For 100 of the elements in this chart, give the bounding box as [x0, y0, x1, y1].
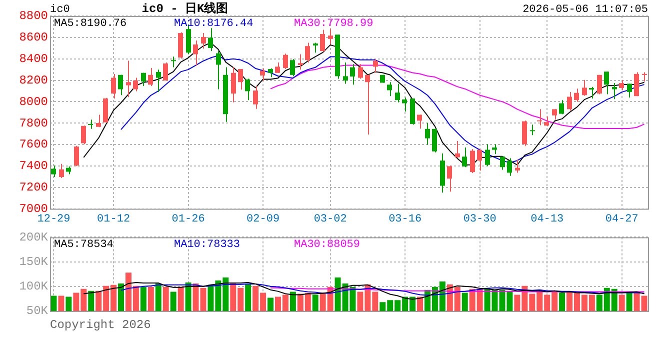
candlestick: [567, 91, 572, 112]
text: MA30:88059: [294, 239, 360, 252]
candlestick: [238, 68, 243, 90]
candlestick: [253, 86, 258, 110]
y-tick-label: 8200: [19, 73, 48, 88]
candlestick: [387, 82, 392, 97]
y-tick-label: 100K: [19, 280, 49, 294]
text: Copyright 2026: [50, 318, 151, 332]
text: MA10:8176.44: [174, 18, 254, 30]
x-tick-label: 03-16: [388, 213, 422, 226]
candlestick: [201, 32, 206, 50]
candlestick: [455, 140, 460, 158]
x-tick-label: 03-30: [463, 213, 496, 226]
candlestick: [133, 77, 138, 92]
candlestick: [163, 62, 168, 81]
candlestick: [171, 56, 176, 68]
candlestick: [515, 159, 520, 174]
candlestick: [373, 58, 378, 74]
candlestick: [298, 54, 303, 70]
candlestick: [432, 128, 437, 153]
x-tick-label: 03-02: [314, 213, 347, 226]
candlestick: [522, 120, 527, 146]
text: MA30:7798.99: [294, 18, 374, 30]
candlestick: [395, 83, 400, 103]
y-tick-label: 7800: [19, 116, 48, 130]
candlestick: [103, 97, 108, 124]
candlestick: [477, 149, 482, 171]
candlestick: [290, 58, 295, 77]
candlestick: [589, 86, 594, 99]
candlestick: [642, 72, 647, 82]
candlestick: [313, 42, 318, 54]
candlestick: [96, 114, 101, 128]
x-tick-label: 01-26: [172, 213, 205, 226]
candlestick: [544, 116, 549, 127]
candlestick: [425, 122, 430, 146]
candlestick: [612, 82, 617, 100]
candlestick: [74, 145, 79, 167]
candlestick: [81, 125, 86, 145]
chart-subtitle: 2026-05-06 11:07:05: [522, 4, 648, 16]
candlestick: [462, 147, 467, 168]
candlestick: [328, 28, 333, 45]
candlestick: [417, 114, 422, 130]
candlestick: [447, 165, 452, 192]
y-tick-label: 8800: [19, 9, 48, 24]
y-tick-label: 7400: [19, 159, 48, 174]
candlestick: [148, 68, 153, 87]
y-tick-label: 8600: [19, 30, 48, 45]
text: MA5:8190.76: [54, 18, 127, 30]
candlestick: [634, 72, 639, 97]
x-tick-label: 12-29: [37, 213, 70, 226]
chart-title: ic0 - 日K线图: [142, 1, 228, 16]
candlestick: [350, 64, 355, 86]
candlestick: [500, 156, 505, 170]
y-tick-label: 8400: [19, 52, 48, 66]
candlestick: [530, 124, 535, 136]
candlestick: [402, 97, 407, 112]
x-tick-label: 02-09: [246, 213, 280, 226]
y-axis-title: ic0: [50, 4, 70, 16]
y-tick-label: 7600: [19, 138, 48, 152]
candlestick: [156, 69, 161, 92]
candlestick: [141, 72, 146, 87]
candlestick: [574, 88, 579, 102]
candlestick: [470, 148, 475, 174]
candlestick: [275, 62, 280, 74]
candlestick: [582, 79, 587, 96]
candlestick: [126, 60, 131, 98]
candlestick: [365, 74, 370, 135]
candlestick: [597, 74, 602, 95]
candlestick: [358, 64, 363, 80]
candlestick: [59, 163, 64, 178]
candlestick: [216, 50, 221, 90]
y-tick-label: 7200: [19, 180, 48, 195]
candlestick: [245, 78, 250, 101]
candlestick: [260, 68, 265, 81]
candlestick: [283, 53, 288, 70]
candlestick: [507, 158, 512, 176]
candlestick: [208, 28, 213, 52]
candlestick: [537, 108, 542, 126]
candlestick: [88, 119, 93, 130]
candlestick: [604, 71, 609, 95]
candlestick: [492, 144, 497, 155]
candlestick: [559, 100, 564, 115]
candlestick: [193, 40, 198, 66]
y-tick-label: 50K: [26, 304, 49, 318]
text: MA10:78333: [174, 239, 240, 252]
candlestick: [619, 79, 624, 91]
y-tick-label: 150K: [19, 254, 49, 269]
x-tick-label: 04-13: [530, 213, 564, 226]
candlestick: [485, 144, 490, 167]
candlestick: [231, 66, 236, 103]
candlestick: [343, 62, 348, 84]
y-tick-label: 200K: [19, 230, 49, 244]
candlestick: [305, 42, 310, 63]
candlestick: [111, 73, 116, 99]
candlestick: [118, 74, 123, 96]
candlestick: [552, 108, 557, 120]
candlestick: [627, 83, 632, 98]
y-tick-label: 8000: [19, 94, 48, 109]
x-tick-label: 04-27: [605, 213, 638, 226]
candlestick: [51, 165, 56, 178]
